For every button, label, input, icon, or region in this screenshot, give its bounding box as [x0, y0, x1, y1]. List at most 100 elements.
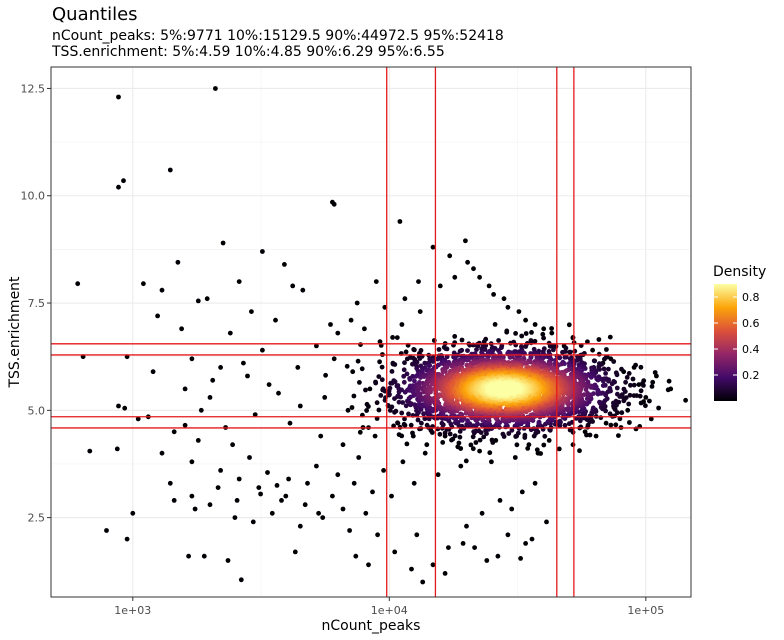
- cloud-point: [351, 393, 357, 399]
- data-point: [238, 577, 244, 583]
- cloud-point: [457, 434, 463, 440]
- data-point: [377, 339, 383, 345]
- data-point: [201, 553, 207, 559]
- cloud-point: [643, 403, 648, 409]
- data-point: [570, 442, 576, 448]
- cloud-point: [443, 369, 448, 374]
- data-point: [250, 519, 256, 525]
- cloud-point: [623, 379, 628, 385]
- cloud-point: [529, 330, 534, 335]
- data-point: [505, 532, 511, 538]
- cloud-point: [614, 372, 620, 378]
- cloud-point: [513, 331, 518, 336]
- legend-colorbar: [714, 284, 737, 401]
- cloud-point: [357, 380, 362, 385]
- data-point: [141, 281, 146, 287]
- cloud-point: [500, 386, 506, 392]
- data-point: [495, 553, 501, 559]
- cloud-point: [525, 446, 531, 451]
- data-point: [446, 545, 451, 550]
- data-point: [116, 184, 121, 190]
- cloud-point: [481, 339, 487, 345]
- data-point: [122, 405, 128, 411]
- data-point: [590, 347, 595, 353]
- data-point: [225, 558, 231, 563]
- cloud-point: [379, 377, 385, 383]
- cloud-point: [376, 374, 382, 379]
- data-point: [167, 480, 173, 486]
- data-point: [220, 240, 226, 246]
- data-point: [124, 536, 130, 542]
- data-point: [155, 313, 161, 319]
- data-point: [159, 450, 165, 456]
- data-point: [546, 438, 552, 443]
- data-point: [195, 438, 201, 443]
- cloud-point: [594, 376, 600, 382]
- cloud-point: [417, 356, 423, 361]
- data-point: [258, 491, 263, 497]
- data-point: [269, 510, 275, 516]
- data-point: [207, 395, 213, 400]
- cloud-point: [640, 381, 645, 386]
- cloud-point: [404, 356, 410, 362]
- cloud-point: [577, 448, 582, 454]
- data-point: [549, 330, 555, 336]
- data-point: [489, 459, 494, 465]
- cloud-point: [415, 417, 421, 423]
- cloud-point: [357, 429, 363, 435]
- data-point: [411, 480, 417, 486]
- data-point: [218, 468, 224, 473]
- cloud-point: [583, 387, 589, 393]
- data-point: [198, 407, 204, 413]
- data-point: [465, 259, 470, 265]
- cloud-point: [596, 351, 602, 357]
- data-point: [643, 395, 649, 400]
- cloud-point: [555, 370, 560, 376]
- data-point: [625, 407, 631, 413]
- cloud-point: [452, 334, 458, 339]
- data-point: [282, 262, 287, 267]
- data-point: [273, 317, 278, 323]
- y-tick-label: 2.5: [28, 512, 46, 525]
- cloud-point: [614, 385, 620, 391]
- cloud-point: [507, 355, 513, 360]
- data-point: [236, 476, 242, 482]
- cloud-point: [439, 420, 445, 426]
- cloud-point: [536, 419, 542, 425]
- data-point: [249, 309, 254, 314]
- cloud-point: [407, 377, 413, 382]
- cloud-point: [402, 360, 407, 366]
- cloud-point: [392, 379, 398, 385]
- data-point: [452, 274, 458, 280]
- cloud-point: [470, 446, 476, 452]
- cloud-point: [638, 364, 644, 370]
- data-point: [213, 86, 218, 91]
- cloud-point: [619, 366, 624, 372]
- data-point: [314, 463, 319, 469]
- data-point: [192, 506, 198, 512]
- data-point: [335, 330, 341, 336]
- cloud-point: [358, 342, 363, 347]
- cloud-point: [631, 382, 637, 388]
- data-point: [435, 472, 441, 478]
- cloud-point: [580, 406, 585, 412]
- data-point: [472, 545, 477, 550]
- data-point: [356, 455, 362, 460]
- data-point: [382, 304, 388, 310]
- cloud-point: [584, 432, 589, 438]
- cloud-point: [631, 393, 637, 398]
- data-point: [204, 296, 210, 302]
- cloud-point: [611, 359, 617, 364]
- data-point: [75, 281, 81, 287]
- data-point: [260, 347, 265, 353]
- cloud-point: [496, 338, 501, 343]
- cloud-point: [615, 391, 620, 397]
- data-point: [532, 322, 538, 327]
- cloud-point: [569, 410, 575, 416]
- chart-subtitle-ncount: nCount_peaks: 5%:9771 10%:15129.5 90%:44…: [52, 28, 504, 44]
- data-point: [87, 448, 93, 454]
- data-point: [114, 446, 120, 452]
- cloud-point: [412, 347, 417, 353]
- data-point: [210, 377, 216, 383]
- legend-tick-label: 0.6: [742, 317, 760, 330]
